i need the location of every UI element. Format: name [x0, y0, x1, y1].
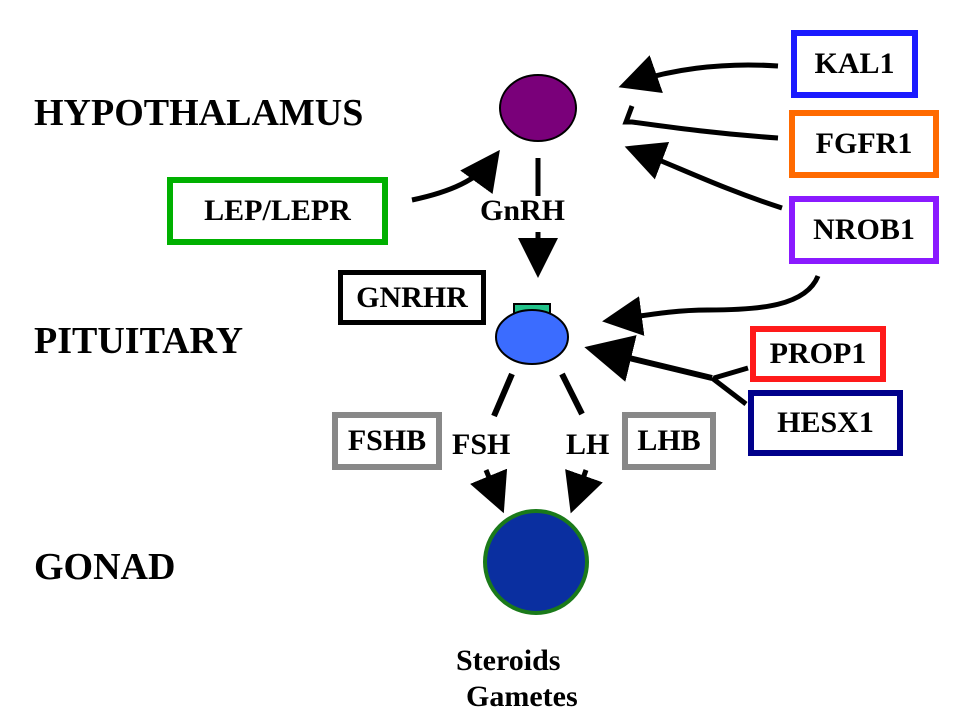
lep-lepr-arrow: [411, 149, 500, 203]
fsh-label: FSH: [452, 428, 511, 461]
prop1-connector-line: [713, 365, 749, 381]
fshb-box: FSHB: [332, 412, 442, 470]
nrob1-box: NROB1: [789, 196, 939, 264]
hypothalamus-cell: [499, 74, 577, 142]
hesx1-box: HESX1: [748, 390, 903, 456]
fsh-arrow: [470, 468, 508, 514]
lh-label: LH: [566, 428, 610, 461]
steroids-label: Steroids: [456, 644, 561, 677]
prop1-hesx1-arrow: [584, 335, 713, 382]
lh-arrow: [565, 469, 603, 514]
prop1-box: PROP1: [750, 326, 886, 382]
fgfr1-box: FGFR1: [789, 110, 939, 178]
kal1-arrow: [618, 55, 779, 93]
fgfr1-connector-line: [622, 105, 779, 141]
gnrhr-box: GNRHR: [338, 270, 486, 325]
kal1-box: KAL1: [791, 30, 918, 98]
lhb-box: LHB: [622, 412, 716, 470]
pituitary-label: PITUITARY: [34, 320, 244, 362]
lep-lepr-box: LEP/LEPR: [167, 177, 388, 245]
pituitary-cell: [495, 309, 569, 365]
nrob1-pituitary-arrow: [602, 274, 821, 336]
nrob1-arrow: [624, 141, 783, 211]
gametes-label: Gametes: [466, 680, 578, 713]
lh-branch-line: [559, 372, 585, 416]
gonad-label: GONAD: [34, 546, 176, 588]
hesx1-connector-line: [710, 376, 748, 406]
hypothalamus-label: HYPOTHALAMUS: [34, 92, 364, 134]
gonad-cell: [483, 509, 589, 615]
gnrh-label: GnRH: [480, 194, 566, 227]
fsh-branch-line: [491, 372, 515, 418]
